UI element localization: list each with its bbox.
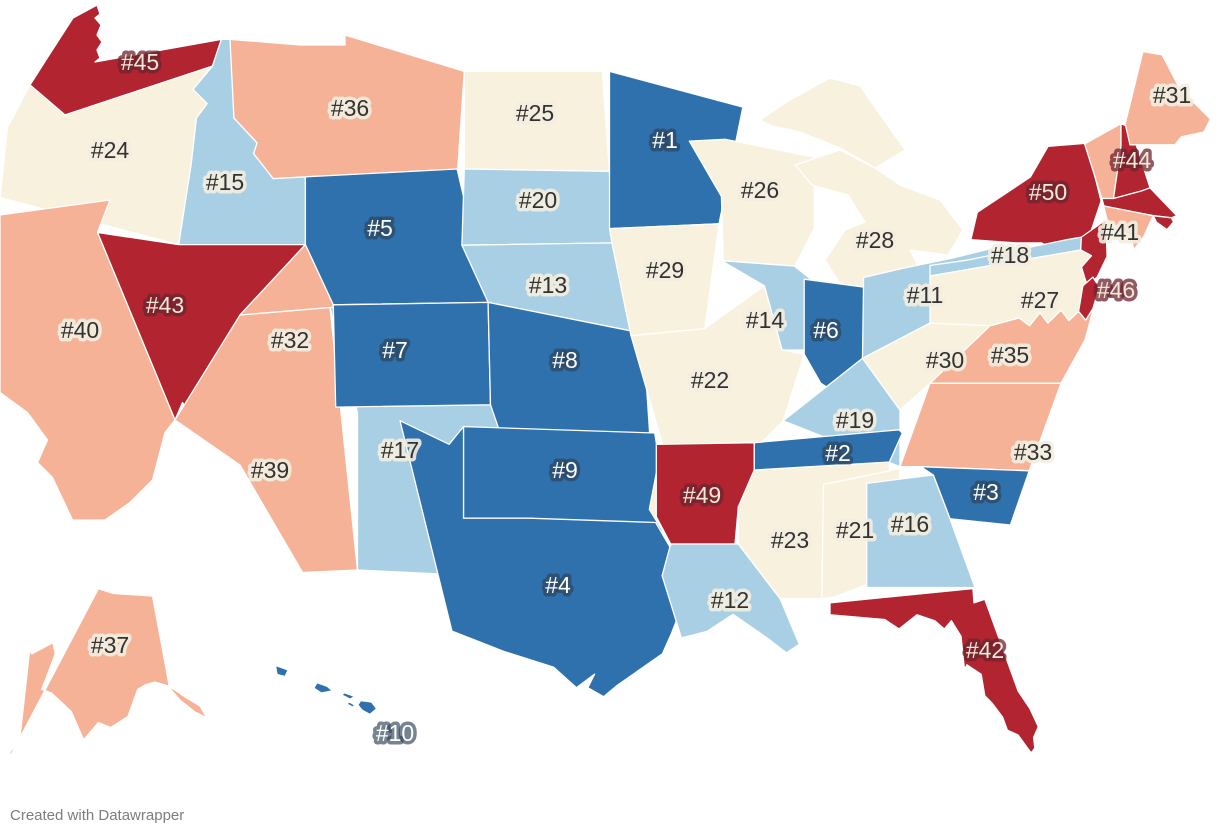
- svg-text:#44: #44: [1113, 147, 1152, 173]
- svg-text:#26: #26: [741, 177, 779, 203]
- svg-text:#13: #13: [529, 272, 567, 298]
- svg-text:#22: #22: [691, 367, 729, 393]
- svg-text:#41: #41: [1101, 219, 1139, 245]
- svg-text:#32: #32: [271, 327, 309, 353]
- svg-text:#9: #9: [552, 457, 578, 483]
- svg-text:#10: #10: [376, 720, 414, 746]
- svg-text:#5: #5: [367, 215, 393, 241]
- svg-text:#8: #8: [552, 347, 578, 373]
- svg-text:#30: #30: [926, 347, 964, 373]
- svg-text:#43: #43: [146, 292, 184, 318]
- svg-text:#49: #49: [683, 482, 721, 508]
- svg-text:#46: #46: [1097, 277, 1135, 303]
- svg-text:#28: #28: [856, 227, 894, 253]
- svg-text:#12: #12: [711, 587, 749, 613]
- svg-text:#21: #21: [836, 517, 874, 543]
- svg-text:#23: #23: [771, 527, 809, 553]
- svg-text:#1: #1: [652, 127, 678, 153]
- svg-text:#45: #45: [121, 49, 159, 75]
- svg-text:#4: #4: [545, 572, 571, 598]
- svg-text:#17: #17: [381, 437, 419, 463]
- svg-text:#37: #37: [91, 632, 129, 658]
- svg-text:#27: #27: [1021, 287, 1059, 313]
- svg-text:#25: #25: [516, 100, 554, 126]
- svg-text:#19: #19: [836, 407, 874, 433]
- svg-text:#31: #31: [1153, 82, 1191, 108]
- svg-text:#36: #36: [331, 95, 369, 121]
- svg-text:#24: #24: [91, 137, 130, 163]
- svg-text:#33: #33: [1014, 439, 1052, 465]
- svg-text:#42: #42: [966, 637, 1004, 663]
- svg-text:#11: #11: [907, 282, 944, 308]
- svg-text:#2: #2: [825, 440, 851, 466]
- svg-text:#15: #15: [206, 169, 244, 195]
- svg-text:#16: #16: [891, 511, 929, 537]
- svg-text:#50: #50: [1029, 179, 1067, 205]
- svg-text:#18: #18: [991, 242, 1029, 268]
- svg-text:#6: #6: [813, 317, 839, 343]
- svg-text:#39: #39: [251, 457, 289, 483]
- svg-text:#20: #20: [519, 187, 557, 213]
- svg-text:#40: #40: [61, 317, 99, 343]
- svg-text:#35: #35: [991, 342, 1029, 368]
- svg-text:#3: #3: [973, 479, 999, 505]
- svg-text:#29: #29: [646, 257, 684, 283]
- svg-text:#14: #14: [746, 307, 785, 333]
- svg-text:#7: #7: [382, 337, 408, 363]
